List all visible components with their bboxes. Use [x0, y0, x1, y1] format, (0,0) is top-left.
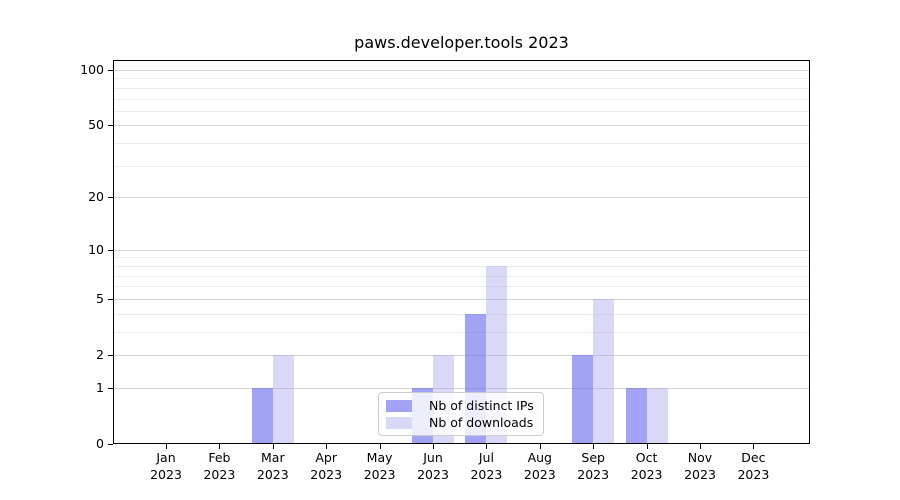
gridline-major — [114, 197, 809, 199]
gridline-major — [114, 70, 809, 71]
legend-swatch-downloads — [386, 416, 412, 429]
x-tick-mark — [593, 444, 595, 449]
y-tick-label: 1 — [96, 379, 104, 395]
y-tick-mark — [108, 125, 113, 127]
bar-distinct-ips — [572, 355, 594, 444]
y-tick-label: 50 — [88, 117, 104, 133]
y-tick-label: 20 — [88, 189, 104, 205]
bar-distinct-ips — [251, 387, 273, 444]
gridline-minor — [114, 275, 809, 277]
y-tick-mark — [108, 197, 113, 199]
x-tick-label: May 2023 — [363, 450, 396, 482]
gridline-minor — [114, 87, 809, 89]
x-tick-mark — [700, 444, 701, 449]
x-tick-mark — [433, 444, 434, 449]
y-tick-label: 0 — [96, 436, 104, 451]
x-tick-label: Mar 2023 — [256, 450, 289, 482]
x-tick-mark — [272, 444, 274, 449]
y-tick-mark — [108, 298, 113, 300]
gridline-minor — [114, 110, 809, 112]
x-tick-label: Aug 2023 — [523, 450, 556, 482]
gridline-minor — [114, 257, 809, 259]
gridline-minor — [114, 286, 809, 288]
x-tick-mark — [539, 444, 541, 449]
x-tick-label: Oct 2023 — [630, 450, 663, 482]
x-tick-mark — [379, 444, 381, 449]
gridline-minor — [114, 313, 809, 315]
bar-distinct-ips — [625, 387, 647, 444]
y-tick-label: 10 — [88, 241, 104, 257]
y-tick-mark — [108, 355, 113, 356]
plot-background — [113, 60, 810, 444]
y-tick-mark — [108, 70, 113, 71]
x-tick-label: Apr 2023 — [310, 450, 343, 482]
x-tick-mark — [219, 444, 221, 449]
legend-swatch-distinct-ips — [386, 399, 412, 412]
x-tick-label: Feb 2023 — [203, 450, 236, 482]
x-tick-mark — [166, 444, 167, 449]
y-tick-label: 100 — [80, 62, 104, 77]
gridline-minor — [114, 143, 809, 145]
chart-title: paws.developer.tools 2023 — [354, 33, 569, 52]
gridline-minor — [114, 165, 809, 167]
x-tick-label: Jan 2023 — [150, 450, 182, 482]
legend-row-distinct-ips: Nb of distinct IPs — [386, 397, 535, 414]
gridline-minor — [114, 265, 809, 267]
bar-downloads — [646, 387, 668, 444]
gridline-major — [114, 125, 809, 127]
gridline-minor — [114, 78, 809, 80]
y-tick-label: 5 — [96, 290, 104, 306]
x-tick-mark — [326, 444, 328, 449]
x-tick-mark — [753, 444, 755, 449]
legend: Nb of distinct IPs Nb of downloads — [378, 392, 544, 436]
x-tick-label: Jul 2023 — [470, 450, 503, 482]
y-tick-mark — [108, 444, 113, 445]
x-tick-label: Dec 2023 — [737, 450, 770, 482]
y-tick-mark — [108, 249, 113, 251]
legend-label-distinct-ips: Nb of distinct IPs — [429, 398, 534, 413]
gridline-minor — [114, 331, 809, 333]
legend-row-downloads: Nb of downloads — [386, 414, 535, 431]
gridline-major — [114, 249, 809, 251]
x-tick-label: Sep 2023 — [577, 450, 610, 482]
x-tick-label: Jun 2023 — [417, 450, 449, 482]
legend-label-downloads: Nb of downloads — [429, 415, 534, 430]
x-tick-mark — [486, 444, 488, 449]
bar-downloads — [272, 355, 294, 444]
y-tick-mark — [108, 387, 113, 389]
gridline-minor — [114, 98, 809, 100]
gridline-major — [114, 355, 809, 356]
y-tick-label: 2 — [96, 347, 104, 362]
gridline-major — [114, 387, 809, 389]
x-tick-label: Nov 2023 — [684, 450, 716, 482]
bar-downloads — [593, 298, 615, 444]
x-tick-mark — [646, 444, 648, 449]
gridline-major — [114, 298, 809, 300]
